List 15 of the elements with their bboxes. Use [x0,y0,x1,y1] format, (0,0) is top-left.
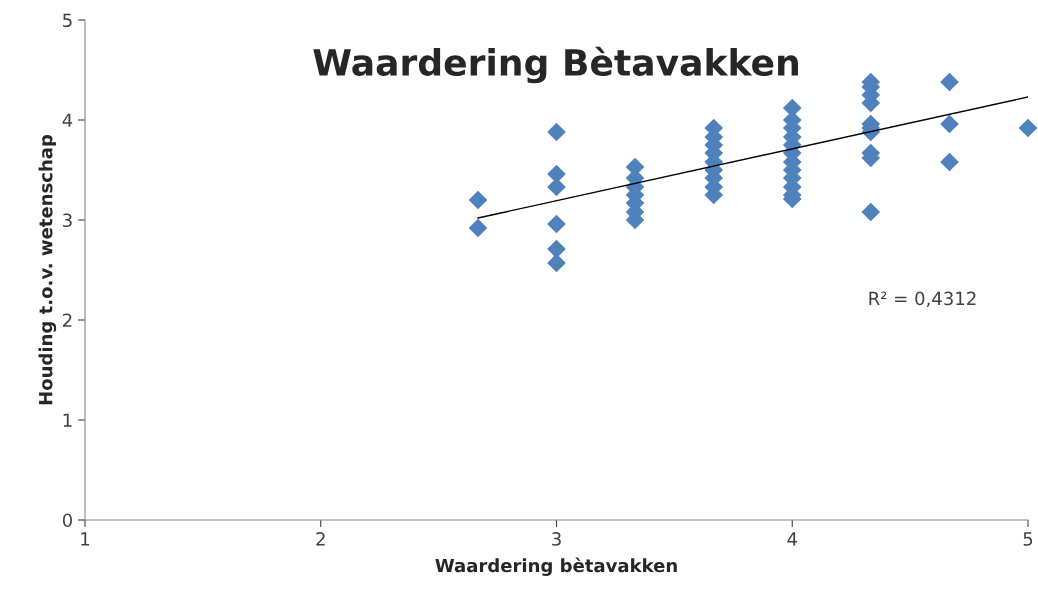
annotation: R² = 0,4312 [869,291,976,308]
x-tick-label: 3 [552,532,561,546]
x-tick-label: 1 [81,532,90,546]
text: Waardering Bètavakken [313,46,798,84]
y-tick-label: 5 [63,13,72,28]
x-axis-title: Waardering bètavakken [435,557,677,576]
x-tick-label: 4 [787,532,797,546]
y-tick-label: 4 [62,113,73,127]
y-tick-label: 1 [63,413,72,427]
y-axis-title: Houding t.o.v. wetenschap [38,134,57,405]
y-tick-label: 2 [63,313,72,327]
x-tick-label: 5 [1023,532,1033,546]
y-tick-label: 3 [63,213,72,228]
y-tick-label: 0 [62,513,72,528]
x-tick-label: 2 [316,532,325,546]
